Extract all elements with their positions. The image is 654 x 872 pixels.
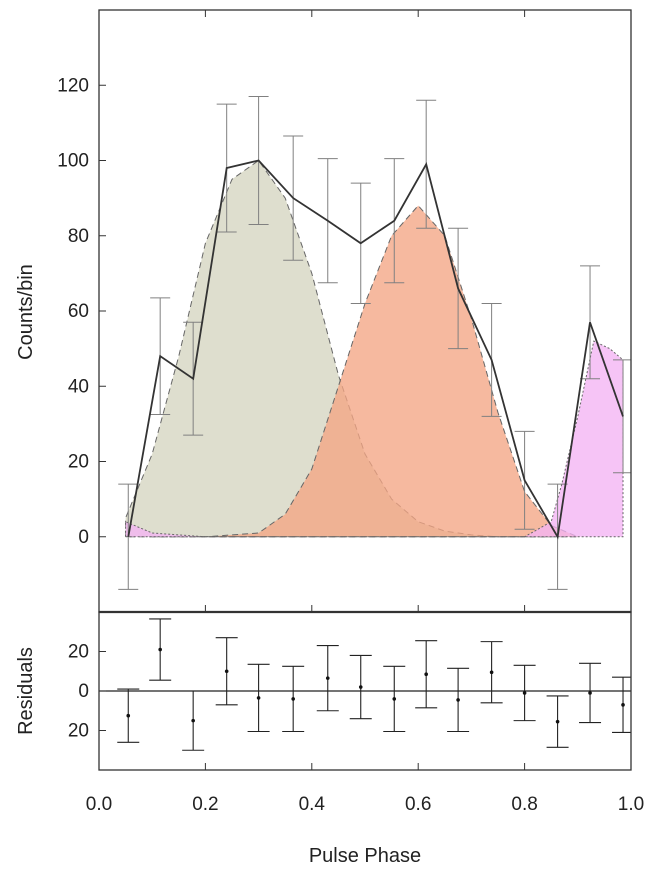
x-tick-label: 1.0 [618, 794, 644, 815]
residual-point [392, 697, 397, 701]
residual-point [489, 670, 494, 675]
model-component-orange [152, 204, 578, 538]
main-y-tick-label: 40 [68, 376, 89, 397]
residual-y-tick-label: 0 [78, 681, 89, 702]
residual-point [621, 703, 625, 707]
residuals-panel: 20 0 20 0.0 0.2 0.4 0.6 0.8 1.0 Residuals Pulse… [15, 610, 644, 867]
x-axis-title: Pulse Phase [309, 845, 421, 867]
main-y-tick-label: 0 [78, 527, 89, 548]
x-tick-label: 0.6 [405, 794, 431, 815]
main-y-tick-label: 120 [57, 75, 89, 96]
main-y-axis-title: Counts/bin [15, 264, 37, 360]
residual-point [126, 713, 131, 718]
residual-y-tick-label: 20 [68, 642, 89, 663]
x-tick-label: 0.0 [86, 794, 112, 815]
residual-point [191, 718, 195, 723]
main-y-tick-label: 60 [68, 301, 89, 322]
x-tick-label: 0.8 [511, 794, 537, 815]
model-component-pink [125, 340, 624, 538]
data-line [127, 159, 624, 540]
main-y-tick-label: 100 [57, 151, 89, 172]
residual-point [424, 672, 428, 677]
residual-point [224, 669, 229, 674]
residual-point [358, 685, 363, 689]
residuals-y-axis-title: Residuals [15, 647, 37, 735]
residual-point [588, 691, 592, 695]
residual-point [291, 697, 295, 701]
main-panel: 0 20 40 60 80 100 120 Counts/bin [15, 9, 632, 613]
residual-point [325, 676, 330, 680]
main-y-tick-label: 20 [68, 452, 89, 473]
residual-point [555, 719, 560, 724]
x-tick-label: 0.2 [192, 794, 218, 815]
main-y-tick-label: 80 [68, 226, 89, 247]
residual-point [456, 698, 460, 702]
residual-point [158, 647, 162, 652]
x-tick-label: 0.4 [299, 794, 326, 815]
residual-point [522, 691, 527, 695]
residual-y-tick-label: 20 [68, 721, 89, 742]
residual-point [256, 696, 261, 700]
